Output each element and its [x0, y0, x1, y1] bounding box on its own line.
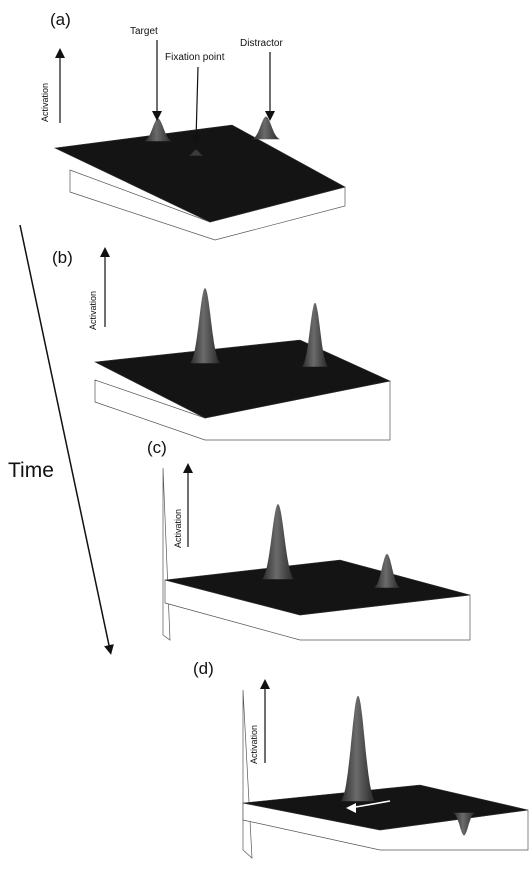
saccade-arrow [349, 800, 391, 809]
panel-d: (d) Activation [193, 659, 529, 859]
target-annotation: Target [130, 26, 158, 37]
fixation-arrow [191, 66, 202, 145]
panel-label-d: (d) [193, 659, 214, 678]
distractor-peak-c [374, 553, 400, 588]
fixation-annotation: Fixation point [165, 52, 225, 63]
distractor-annotation: Distractor [240, 38, 283, 49]
target-peak-c [262, 504, 294, 580]
target-peak-b [190, 288, 220, 364]
panel-c: (c) Activation [147, 438, 471, 641]
distractor-peak-a [252, 116, 280, 140]
activation-label-a: Activation [40, 83, 50, 122]
activation-label-d: Activation [249, 725, 259, 764]
saccade-arrowhead [346, 803, 356, 813]
distractor-peak-b [302, 302, 328, 367]
time-label: Time [8, 459, 54, 482]
panel-label-b: (b) [52, 248, 73, 267]
panel-label-a: (a) [50, 10, 71, 29]
target-peak-d [341, 695, 375, 802]
panel-label-c: (c) [147, 438, 167, 457]
activation-label-b: Activation [88, 291, 98, 330]
distractor-dip-d [453, 812, 475, 836]
field-back-wall-c [162, 467, 171, 641]
panel-b: (b) Activation [52, 247, 391, 441]
field-surface-a [53, 124, 346, 223]
fixation-peak-a [188, 149, 204, 156]
panel-a: (a) Activation Target Fixation point Dis… [40, 10, 346, 241]
time-arrow [19, 224, 114, 655]
activation-label-c: Activation [173, 509, 183, 548]
target-peak-a [144, 118, 172, 142]
field-back-wall-d [242, 689, 253, 859]
